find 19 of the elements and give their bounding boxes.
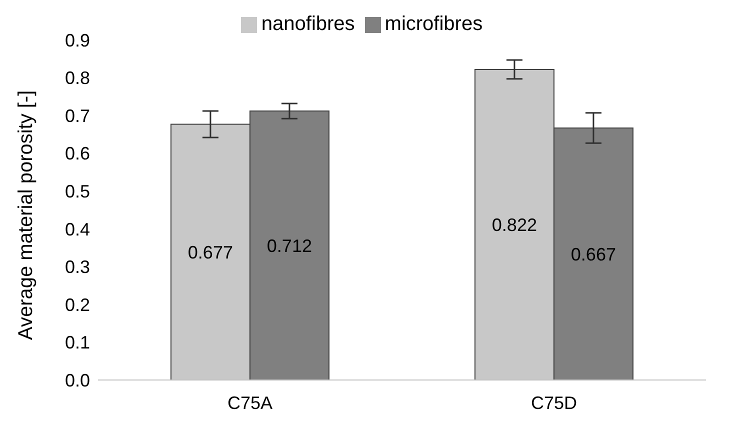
data-label: 0.667	[570, 244, 616, 264]
y-tick-label: 0.0	[64, 370, 90, 390]
y-tick-label: 0.1	[64, 332, 90, 353]
data-label: 0.822	[492, 215, 537, 236]
y-tick-label: 0.8	[64, 68, 90, 88]
legend-label: nanofibres	[261, 13, 355, 35]
y-tick-label: 0.4	[64, 219, 90, 240]
data-label: 0.712	[266, 236, 312, 256]
data-label: 0.677	[188, 242, 233, 263]
y-tick-label: 0.2	[64, 294, 90, 315]
y-tick-label: 0.7	[64, 106, 90, 126]
y-axis-title: Average material porosity [-]	[15, 90, 38, 340]
x-tick-label: C75D	[530, 392, 578, 413]
y-tick-label: 0.9	[64, 30, 90, 50]
x-tick-label: C75A	[227, 392, 273, 413]
y-tick-label: 0.6	[64, 144, 90, 164]
legend-label: microfibres	[384, 13, 483, 35]
y-tick-label: 0.3	[64, 257, 90, 278]
y-tick-label: 0.5	[64, 182, 90, 202]
